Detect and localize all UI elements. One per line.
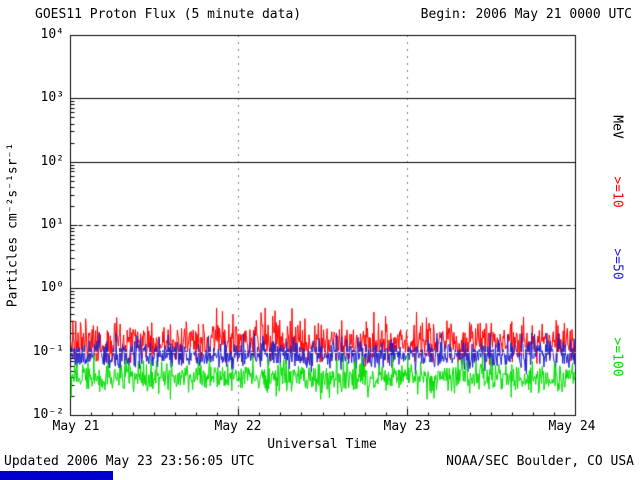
x-tick-label: May 23 — [383, 419, 431, 434]
y-tick-label: 10⁻¹ — [32, 344, 64, 359]
begin-timestamp: Begin: 2006 May 21 0000 UTC — [420, 7, 632, 22]
y-tick-label: 10³ — [40, 90, 64, 105]
y-axis-label: Particles cm⁻²s⁻¹sr⁻¹ — [5, 142, 21, 308]
bottom-blue-bar — [0, 471, 113, 480]
right-axis-unit-label: MeV — [609, 115, 625, 139]
y-tick-label: 10⁻² — [32, 407, 64, 422]
x-axis-label: Universal Time — [267, 437, 377, 452]
legend-series-ge100: >=100 — [609, 337, 625, 377]
y-tick-label: 10⁴ — [40, 27, 64, 42]
legend-series-ge50: >=50 — [609, 248, 625, 280]
x-tick-label: May 24 — [548, 419, 596, 434]
legend-series-ge10: >=10 — [609, 176, 625, 208]
y-tick-label: 10¹ — [40, 217, 64, 232]
y-tick-label: 10⁰ — [40, 280, 64, 295]
updated-timestamp: Updated 2006 May 23 23:56:05 UTC — [4, 454, 255, 469]
x-tick-label: May 21 — [52, 419, 100, 434]
y-tick-label: 10² — [40, 154, 64, 169]
x-tick-label: May 22 — [214, 419, 262, 434]
credit-label: NOAA/SEC Boulder, CO USA — [446, 454, 634, 469]
chart-title: GOES11 Proton Flux (5 minute data) — [35, 7, 302, 22]
